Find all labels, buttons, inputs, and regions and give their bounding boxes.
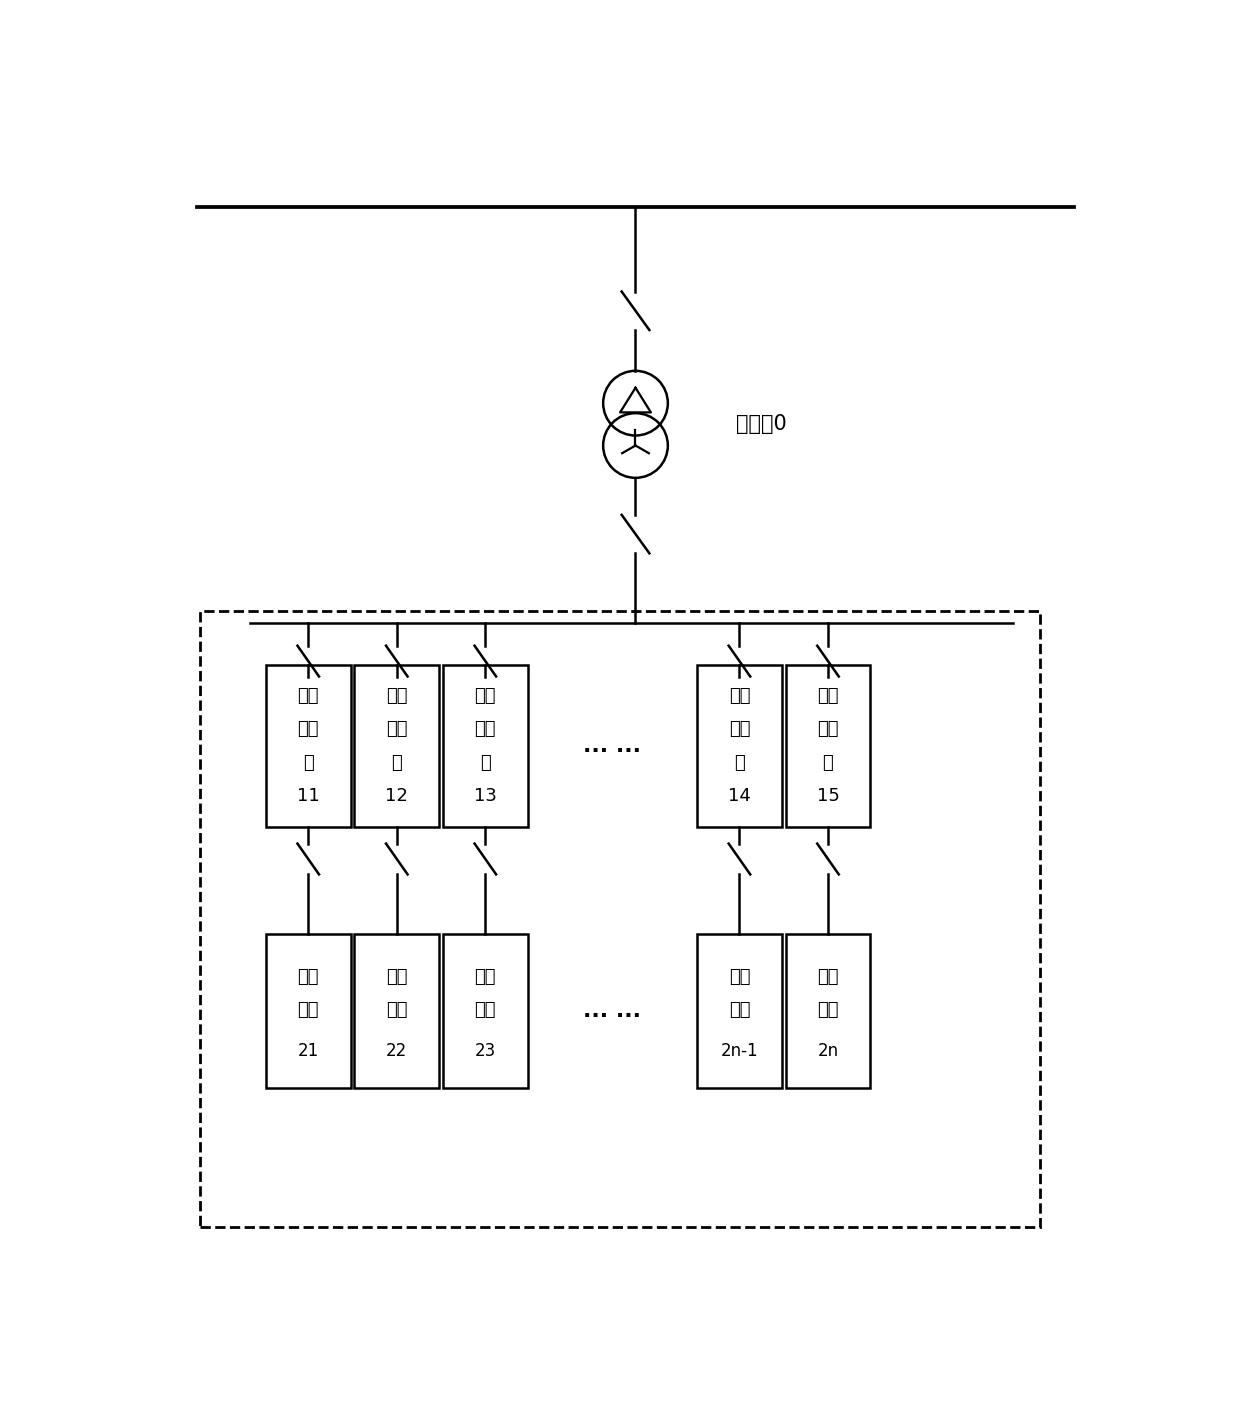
Text: 双向: 双向 [298,686,319,704]
Text: 23: 23 [475,1043,496,1061]
Text: 22: 22 [386,1043,408,1061]
FancyBboxPatch shape [265,665,351,827]
FancyBboxPatch shape [443,665,528,827]
Text: 储能: 储能 [475,968,496,986]
Text: 储能: 储能 [729,968,750,986]
Text: 15: 15 [817,786,839,805]
Text: 机组: 机组 [729,1000,750,1019]
Text: 储能: 储能 [298,968,319,986]
Text: 机组: 机组 [298,1000,319,1019]
Text: 机组: 机组 [386,1000,408,1019]
Text: 13: 13 [474,786,497,805]
Text: 双向: 双向 [817,686,838,704]
Text: 11: 11 [296,786,320,805]
Text: 机组: 机组 [817,1000,838,1019]
Text: 变流: 变流 [298,720,319,738]
Text: 储能: 储能 [817,968,838,986]
Text: 册: 册 [392,754,402,772]
FancyBboxPatch shape [265,934,351,1089]
Text: 2n: 2n [817,1043,838,1061]
Text: ... ...: ... ... [583,735,641,755]
Text: 变流: 变流 [817,720,838,738]
FancyBboxPatch shape [443,934,528,1089]
Text: 机组: 机组 [475,1000,496,1019]
Text: 双向: 双向 [475,686,496,704]
Text: 册: 册 [734,754,745,772]
Text: 变流: 变流 [386,720,408,738]
Text: 册: 册 [822,754,833,772]
Text: 册: 册 [480,754,491,772]
FancyBboxPatch shape [697,934,781,1089]
Text: 双向: 双向 [729,686,750,704]
Text: 变流: 变流 [475,720,496,738]
Text: 变流: 变流 [729,720,750,738]
FancyBboxPatch shape [786,665,870,827]
FancyBboxPatch shape [697,665,781,827]
FancyBboxPatch shape [355,665,439,827]
Text: 双向: 双向 [386,686,408,704]
Text: 21: 21 [298,1043,319,1061]
Text: 册: 册 [303,754,314,772]
Text: 14: 14 [728,786,751,805]
Text: 储能: 储能 [386,968,408,986]
FancyBboxPatch shape [786,934,870,1089]
Text: 2n-1: 2n-1 [720,1043,759,1061]
Text: ... ...: ... ... [583,1002,641,1022]
FancyBboxPatch shape [355,934,439,1089]
Text: 12: 12 [386,786,408,805]
Text: 变压因0: 变压因0 [735,414,786,434]
